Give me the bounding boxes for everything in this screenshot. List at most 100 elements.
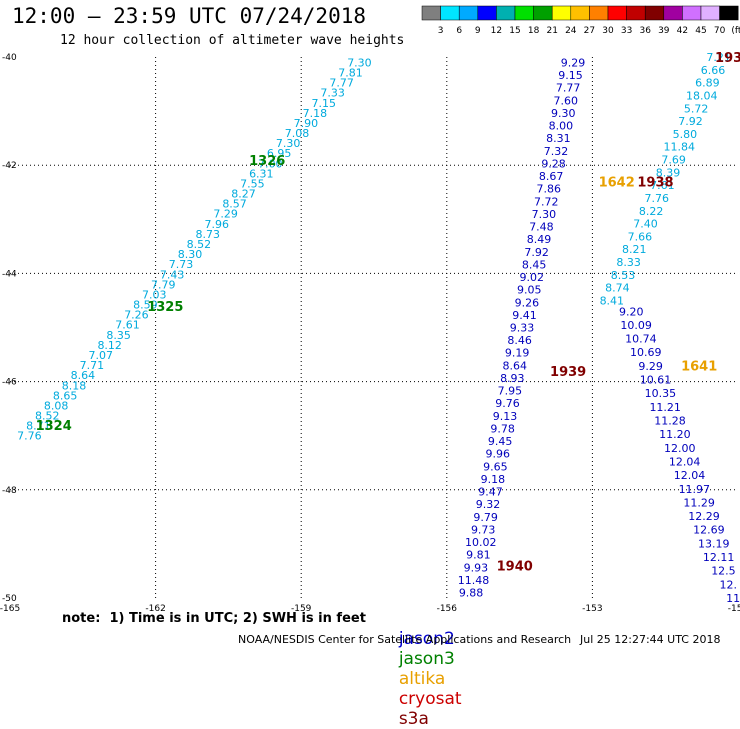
x-tick-label: -150 — [728, 604, 740, 614]
wave-height-label: 9.96 — [486, 448, 511, 461]
wave-height-label: 7.73 — [169, 258, 194, 271]
colorbar-label: 33 — [621, 26, 632, 36]
wave-height-label: 7.76 — [645, 192, 670, 205]
colorbar-label: 3 — [438, 26, 444, 36]
wave-height-label: 8.41 — [600, 294, 625, 307]
wave-height-label: 11.97 — [679, 483, 711, 496]
wave-height-label: 8.71 — [26, 420, 51, 433]
colorbar-label: 12 — [491, 26, 502, 36]
wave-height-label: 12. — [720, 578, 738, 591]
pass-number-label: 1940 — [497, 560, 533, 575]
wave-height-label: 6.95 — [267, 147, 292, 160]
wave-height-label: 7.30 — [276, 137, 301, 150]
wave-height-label: 9.28 — [541, 157, 566, 170]
wave-height-label: 7.07 — [89, 349, 114, 362]
wave-height-label: 12.04 — [669, 455, 701, 468]
colorbar-label: 70 — [714, 26, 726, 36]
legend-jason2: jason2 — [398, 629, 455, 649]
wave-height-label: 7.86 — [536, 183, 561, 196]
wave-height-label: 10.09 — [620, 319, 652, 332]
wave-height-label: 8.59 — [133, 299, 158, 312]
wave-height-label: 5.80 — [673, 128, 698, 141]
wave-height-label: 7.71 — [80, 359, 105, 372]
wave-height-label: 8.93 — [500, 372, 525, 385]
wave-height-label: 8.30 — [178, 248, 203, 261]
wave-height-label: 9.65 — [483, 460, 508, 473]
generated-timestamp: Jul 25 12:27:44 UTC 2018 — [580, 633, 721, 646]
colorbar-swatch — [719, 5, 739, 21]
wave-height-label: 9.45 — [488, 435, 513, 448]
x-tick-label: -153 — [582, 604, 602, 614]
chart-subtitle: 12 hour collection of altimeter wave hei… — [60, 33, 405, 48]
y-tick-label: -48 — [2, 486, 17, 496]
pass-number-label: 1324 — [36, 419, 72, 434]
colorbar-label: 21 — [546, 26, 557, 36]
wave-height-label: 10.02 — [465, 536, 497, 549]
wave-height-label: 12.29 — [688, 510, 720, 523]
wave-height-label: 9.19 — [505, 347, 530, 360]
wave-height-label: 9.78 — [490, 422, 515, 435]
wave-height-label: 11.21 — [649, 401, 681, 414]
wave-height-label: 10.61 — [640, 374, 672, 387]
wave-height-label: 8.46 — [507, 334, 532, 347]
colorbar-label: 30 — [602, 26, 614, 36]
wave-height-label: 13.19 — [698, 537, 730, 550]
wave-height-label: 8.65 — [53, 389, 78, 402]
wave-height-label: 7.90 — [294, 117, 319, 130]
wave-height-label: 8.21 — [622, 243, 647, 256]
wave-height-label: 7.69 — [661, 154, 686, 167]
y-tick-label: -44 — [2, 269, 17, 279]
wave-height-label: 9.76 — [495, 397, 520, 410]
wave-height-label: 8.52 — [187, 238, 212, 251]
colorbar-label: 15 — [509, 26, 520, 36]
wave-height-label: 8.00 — [549, 120, 574, 133]
pass-number-label: 1939 — [550, 365, 586, 380]
wave-height-label: 9.15 — [558, 69, 583, 82]
wave-height-label: 9.13 — [493, 410, 518, 423]
wave-height-label: 7.26 — [124, 309, 149, 322]
y-tick-label: -40 — [2, 53, 17, 63]
wave-height-label: 7.55 — [240, 177, 265, 190]
wave-height-label: 7.32 — [544, 145, 569, 158]
wave-height-label: 8.08 — [44, 399, 69, 412]
colorbar-label: 45 — [695, 26, 706, 36]
wave-height-label: 8.18 — [62, 379, 87, 392]
wave-height-label: 7.30 — [532, 208, 557, 221]
wave-height-label: 8.64 — [71, 369, 96, 382]
wave-height-label: 8.49 — [527, 233, 552, 246]
wave-height-label: 8.53 — [611, 269, 636, 282]
wave-height-label: 9.93 — [464, 561, 489, 574]
wave-height-label: 7.00 — [258, 157, 283, 170]
wave-height-label: 6.66 — [701, 64, 726, 77]
wave-height-label: 7.79 — [151, 278, 176, 291]
wave-height-label: 9.47 — [478, 486, 503, 499]
wave-height-label: 9.73 — [471, 523, 496, 536]
wave-height-label: 7.61 — [650, 179, 675, 192]
wave-height-plot: -165 -162 -159 -156 -153 -150 -40 -42 -44 -46 -48 -… — [0, 51, 740, 614]
wave-height-label: 9.18 — [481, 473, 506, 486]
wave-height-label: 9.26 — [515, 296, 540, 309]
wave-height-label: 8.35 — [106, 329, 131, 342]
legend-s3a: s3a — [398, 709, 429, 729]
wave-height-label: 6.31 — [249, 167, 274, 180]
colorbar-label: 24 — [565, 26, 577, 36]
wave-height-label: 11.20 — [659, 428, 691, 441]
credit-line: NOAA/NESDIS Center for Satellite Applica… — [238, 633, 572, 646]
wave-height-label: 9.88 — [459, 587, 484, 600]
wave-height-label: 11.29 — [683, 496, 715, 509]
wave-height-label: 9.20 — [619, 305, 644, 318]
legend-jason3: jason3 — [398, 649, 455, 669]
wave-height-label: 18.04 — [686, 89, 718, 102]
wave-height-label: 12.00 — [664, 442, 696, 455]
legend-cryosat: cryosat — [398, 689, 462, 709]
wave-height-label: 12.5 — [711, 565, 736, 578]
wave-height-label: 9.29 — [561, 56, 586, 69]
colorbar-label: (ft) — [731, 26, 740, 36]
wave-height-label: 9.30 — [551, 107, 576, 120]
pass-number-label: 1326 — [249, 154, 285, 169]
colorbar-label: 39 — [658, 26, 670, 36]
wave-height-label: 12.69 — [693, 524, 725, 537]
wave-height-label: 7.03 — [142, 288, 167, 301]
colorbar-label: 9 — [475, 26, 481, 36]
